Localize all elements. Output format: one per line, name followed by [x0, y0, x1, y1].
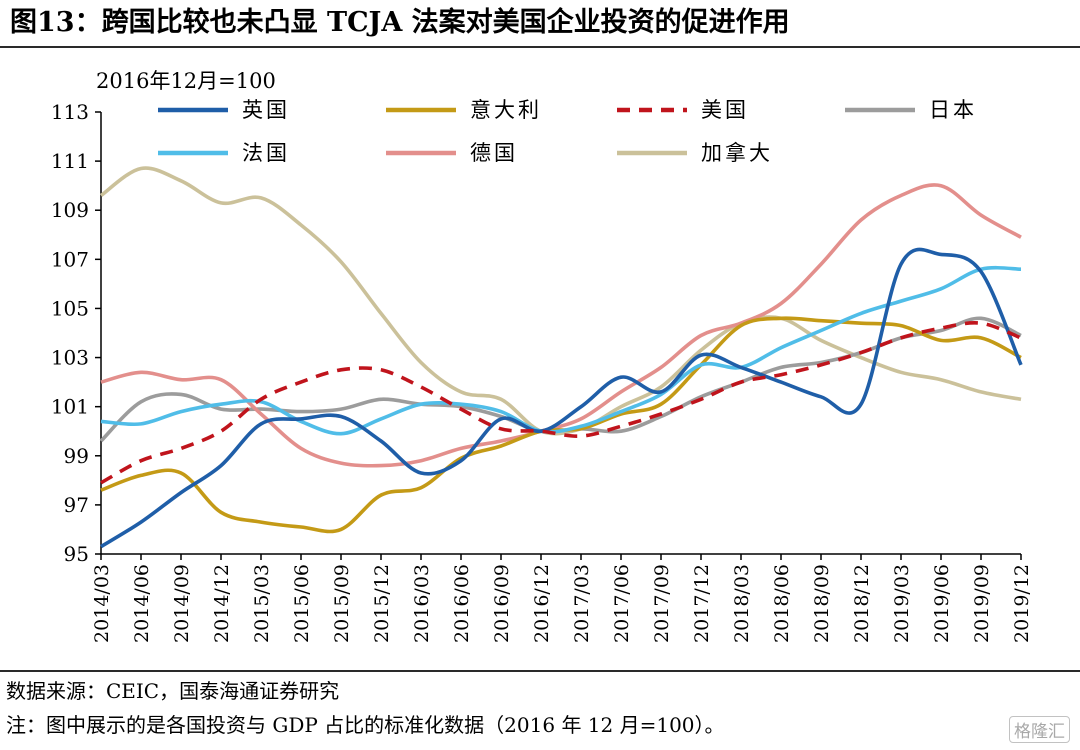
legend-label-0: 英国 — [242, 98, 290, 122]
x-tick-label: 2014/03 — [91, 564, 113, 643]
x-tick-label: 2019/03 — [891, 564, 913, 643]
legend-label-1: 意大利 — [470, 98, 542, 122]
y-tick-label: 103 — [51, 346, 89, 370]
y-tick-label: 95 — [64, 542, 89, 566]
source-note: 数据来源：CEIC，国泰海通证券研究 — [6, 679, 340, 703]
series-lines — [99, 166, 1023, 549]
x-tick-label: 2014/09 — [171, 564, 193, 643]
x-tick-label: 2019/12 — [1011, 564, 1033, 643]
x-tick-label: 2019/09 — [971, 564, 993, 643]
x-tick-label: 2017/06 — [611, 564, 633, 643]
legend-label-4: 法国 — [242, 141, 290, 165]
y-tick-label: 97 — [64, 493, 89, 517]
legend-label-2: 美国 — [701, 98, 749, 122]
x-tick-label: 2018/12 — [851, 564, 873, 643]
x-tick-label: 2017/03 — [571, 564, 593, 643]
series-line-0 — [100, 247, 1023, 549]
title-divider — [0, 46, 1080, 48]
x-tick-label: 2017/12 — [691, 564, 713, 643]
y-tick-label: 111 — [51, 149, 89, 173]
y-axis: 95 97 99 101 103 105 107 109 111 113 — [51, 100, 102, 566]
x-tick-label: 2016/12 — [531, 564, 553, 643]
legend-label-5: 德国 — [470, 141, 518, 165]
y-tick-label: 99 — [64, 444, 89, 468]
x-tick-label: 2018/09 — [811, 564, 833, 643]
watermark-logo: 格隆汇 — [1009, 716, 1070, 743]
x-tick-label: 2019/06 — [931, 564, 953, 643]
series-line-5 — [100, 183, 1022, 468]
y-tick-label: 109 — [51, 198, 89, 222]
x-tick-label: 2015/09 — [331, 564, 353, 643]
x-tick-label: 2014/06 — [131, 564, 153, 643]
x-tick-label: 2014/12 — [211, 564, 233, 643]
footer-divider — [0, 670, 1080, 672]
footnote: 注：图中展示的是各国投资与 GDP 占比的标准化数据（2016 年 12 月=1… — [6, 713, 725, 737]
legend-label-3: 日本 — [929, 98, 977, 122]
x-tick-label: 2018/06 — [771, 564, 793, 643]
x-axis: 2014/03 2014/06 2014/09 2014/12 2015/03 2015/… — [91, 553, 1033, 643]
y-tick-label: 101 — [51, 395, 89, 419]
x-tick-label: 2015/03 — [251, 564, 273, 643]
unit-label: 2016年12月=100 — [96, 69, 276, 93]
y-tick-label: 107 — [51, 247, 89, 271]
x-tick-label: 2015/06 — [291, 564, 313, 643]
x-tick-label: 2018/03 — [731, 564, 753, 643]
series-line-2 — [100, 321, 1022, 485]
x-tick-label: 2016/03 — [411, 564, 433, 643]
x-tick-label: 2015/12 — [371, 564, 393, 643]
y-tick-label: 113 — [51, 100, 89, 124]
legend-label-6: 加拿大 — [701, 141, 773, 165]
series-line-6 — [99, 166, 1022, 436]
line-chart: 2016年12月=100 95 97 99 101 103 105 107 109 111 113… — [51, 69, 1033, 643]
y-tick-label: 105 — [51, 296, 89, 320]
x-tick-label: 2016/06 — [451, 564, 473, 643]
chart-title: 图13：跨国比较也未凸显 TCJA 法案对美国企业投资的促进作用 — [10, 7, 790, 38]
x-tick-label: 2017/09 — [651, 564, 673, 643]
x-tick-label: 2016/09 — [491, 564, 513, 643]
